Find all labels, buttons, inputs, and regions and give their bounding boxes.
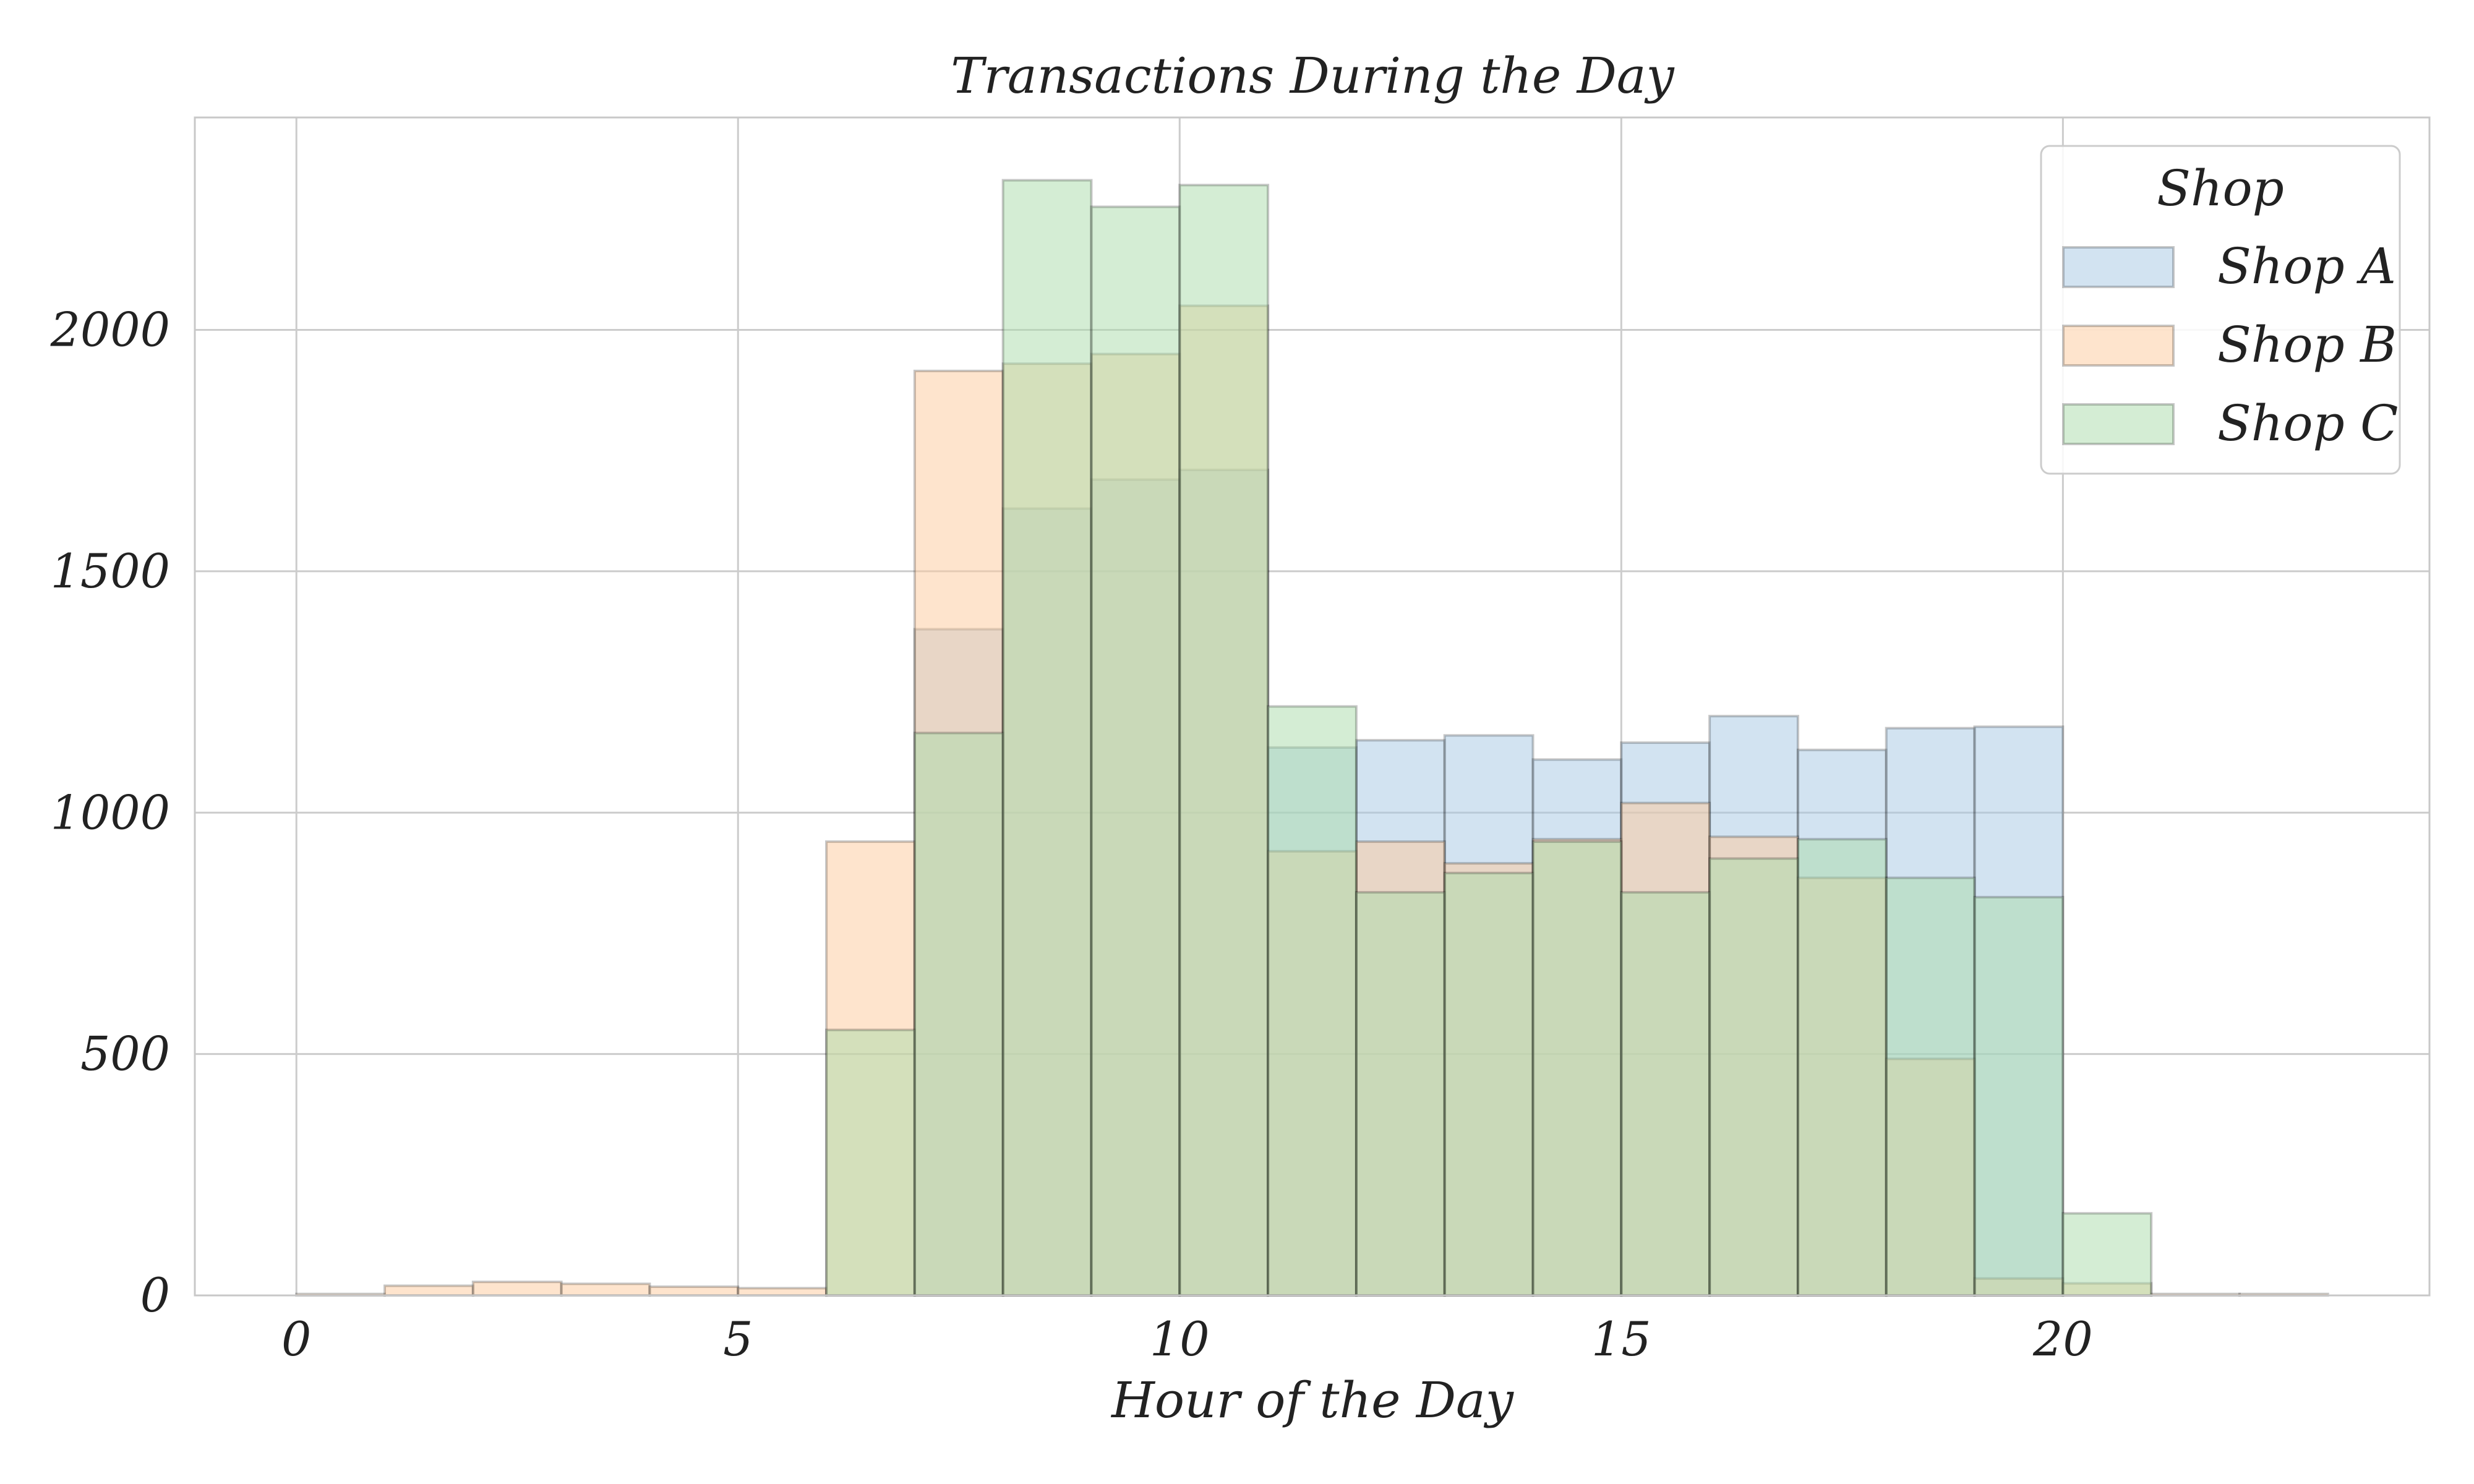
bar-shop-c-hour-6 (825, 1028, 916, 1297)
y-tick-label-0: 0 (140, 1268, 170, 1323)
legend-label-shop-a: Shop A (2217, 237, 2396, 295)
bar-shop-b-hour-2 (471, 1281, 563, 1297)
bar-shop-b-hour-3 (560, 1282, 651, 1297)
legend-title: Shop (2157, 160, 2284, 217)
x-tick-label-15: 15 (1591, 1311, 1651, 1367)
histogram-bars (295, 179, 2329, 1297)
legend: Shop Shop A Shop B Shop C (2040, 145, 2401, 475)
legend-swatch-shop-b (2062, 325, 2175, 367)
bar-shop-b-hour-5 (737, 1287, 828, 1297)
legend-box (2040, 145, 2401, 475)
x-tick-label-0: 0 (281, 1311, 311, 1367)
bar-shop-b-hour-4 (648, 1285, 740, 1297)
bar-shop-c-hour-7 (913, 731, 1004, 1297)
plot-frame (194, 116, 2431, 1297)
legend-label-shop-c: Shop C (2217, 394, 2398, 452)
bar-shop-c-hour-10 (1178, 184, 1270, 1297)
y-tick-label-1500: 1500 (51, 544, 170, 599)
x-tick-label-10: 10 (1150, 1311, 1210, 1367)
y-tick-label-1000: 1000 (51, 785, 170, 840)
bar-shop-c-hour-18 (1885, 876, 1976, 1297)
x-tick-label-5: 5 (723, 1311, 753, 1367)
bar-shop-c-hour-8 (1001, 179, 1093, 1297)
y-tick-label-2000: 2000 (50, 302, 170, 357)
tick-labels: 0 5 10 15 20 0 500 1000 1500 2000 (50, 302, 2093, 1367)
chart-title: Transactions During the Day (951, 47, 1675, 104)
y-tick-label-500: 500 (80, 1026, 170, 1081)
legend-swatch-shop-c (2062, 403, 2175, 445)
bar-shop-c-hour-19 (1973, 895, 2065, 1297)
bar-shop-c-hour-12 (1355, 891, 1446, 1297)
bar-shop-c-hour-17 (1796, 838, 1888, 1297)
bar-shop-c-hour-20 (2061, 1212, 2153, 1297)
legend-label-shop-b: Shop B (2217, 316, 2397, 373)
x-axis-label: Hour of the Day (1110, 1371, 1515, 1429)
bar-shop-c-hour-15 (1620, 891, 1711, 1297)
x-tick-label-20: 20 (2032, 1311, 2093, 1367)
bar-shop-c-hour-11 (1267, 705, 1358, 1297)
bar-shop-c-hour-13 (1443, 871, 1534, 1297)
series-shop-c (825, 179, 2153, 1297)
bar-shop-c-hour-14 (1531, 840, 1623, 1297)
bar-shop-b-hour-1 (383, 1284, 474, 1297)
legend-swatch-shop-a (2062, 246, 2175, 288)
bar-shop-c-hour-16 (1708, 857, 1799, 1297)
bar-shop-c-hour-9 (1090, 205, 1181, 1297)
